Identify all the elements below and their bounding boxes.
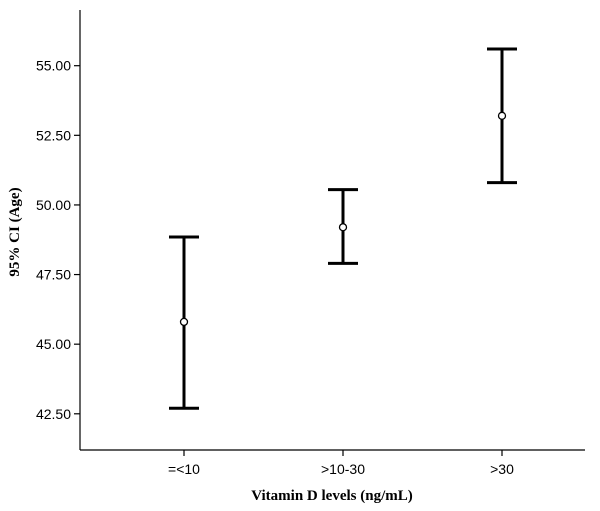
y-tick-label: 45.00 <box>36 336 71 352</box>
y-tick-label: 47.50 <box>36 267 71 283</box>
error-bar <box>487 47 517 185</box>
error-bar <box>328 188 358 265</box>
error-bars <box>169 47 517 410</box>
y-tick-label: 50.00 <box>36 197 71 213</box>
mean-point <box>179 317 189 327</box>
y-axis-ticks: 42.50 45.00 47.50 50.00 52.50 55.00 <box>36 58 80 422</box>
y-tick-label: 42.50 <box>36 406 71 422</box>
y-tick-label: 55.00 <box>36 58 71 74</box>
y-tick-label: 52.50 <box>36 127 71 143</box>
plot-area: 42.50 45.00 47.50 50.00 52.50 55.00 =<10 >10-3… <box>36 10 585 477</box>
y-axis-title: 95% CI (Age) <box>7 187 23 276</box>
x-axis-ticks: =<10 >10-30 >30 <box>168 450 514 477</box>
x-axis-title: Vitamin D levels (ng/mL) <box>251 488 413 504</box>
mean-point <box>497 111 507 120</box>
x-tick-label: =<10 <box>168 461 200 477</box>
x-tick-label: >30 <box>490 461 514 477</box>
x-tick-label: >10-30 <box>321 461 365 477</box>
mean-point <box>338 223 348 232</box>
error-bar <box>169 235 199 410</box>
